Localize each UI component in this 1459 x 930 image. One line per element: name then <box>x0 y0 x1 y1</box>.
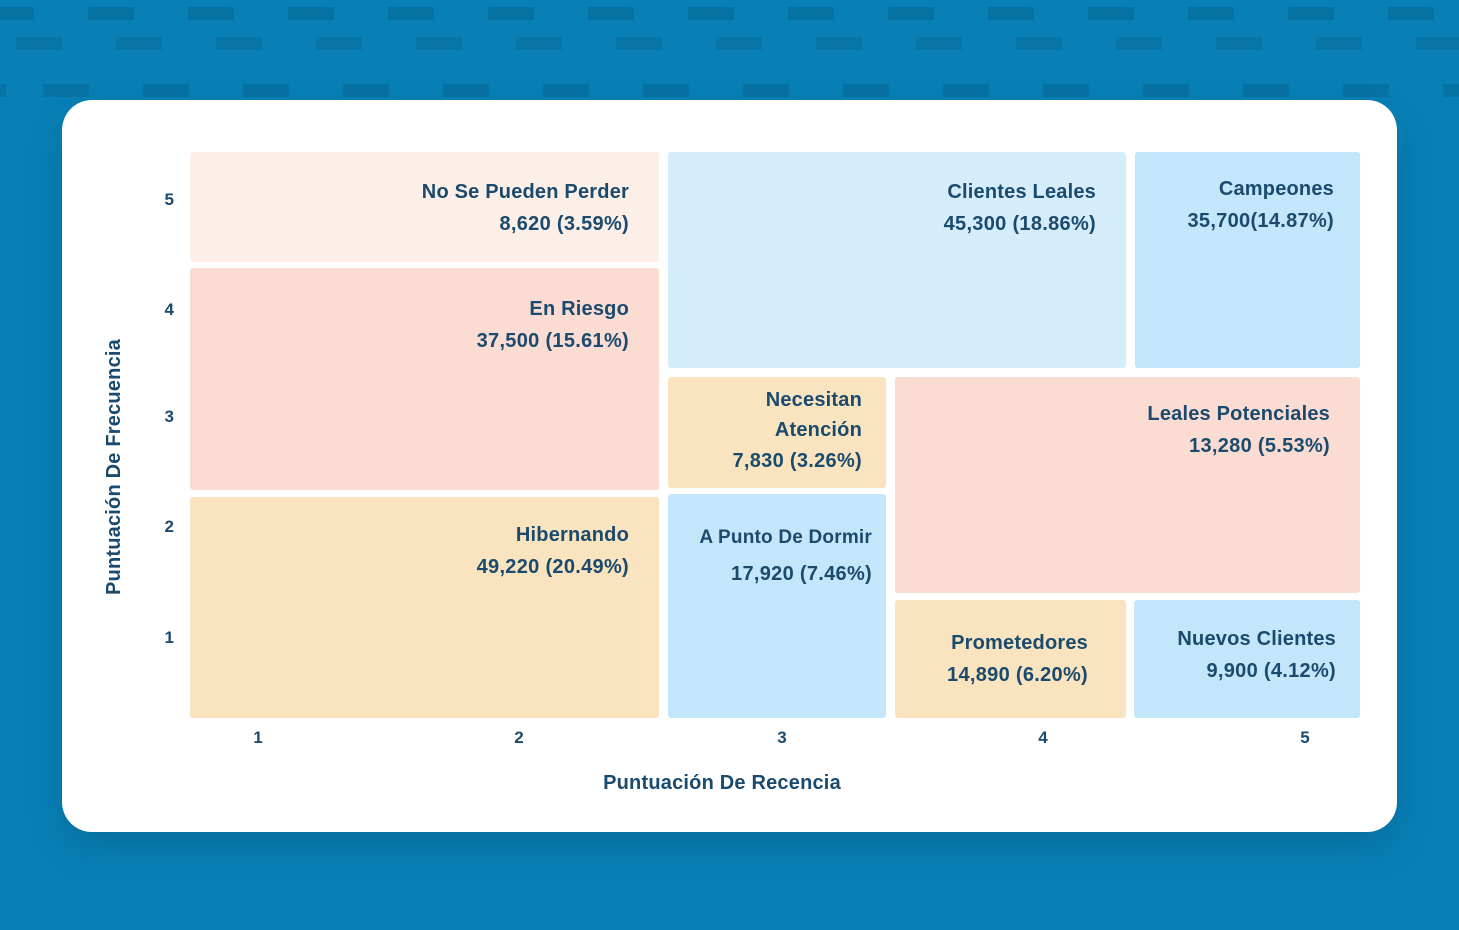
segment-en-riesgo: En Riesgo 37,500 (15.61%) <box>190 268 659 490</box>
segment-name: Campeones <box>1218 178 1334 200</box>
segment-name: Clientes Leales <box>947 181 1096 203</box>
segment-name: Prometedores <box>951 632 1088 654</box>
segment-stat: 17,920 (7.46%) <box>731 563 872 585</box>
segment-stat: 13,280 (5.53%) <box>1189 435 1330 457</box>
segment-stat: 8,620 (3.59%) <box>499 213 629 235</box>
x-tick-1: 1 <box>253 728 263 747</box>
segment-name: Leales Potenciales <box>1147 403 1330 425</box>
segment-stat: 45,300 (18.86%) <box>943 213 1096 235</box>
y-tick-4: 4 <box>164 300 174 319</box>
segment-stat: 14,890 (6.20%) <box>947 664 1088 686</box>
segment-leales-potenciales: Leales Potenciales 13,280 (5.53%) <box>895 377 1360 593</box>
segment-stat: 37,500 (15.61%) <box>476 330 629 352</box>
segment-a-punto-de-dormir: A Punto De Dormir 17,920 (7.46%) <box>668 494 886 718</box>
background-dash-pattern-row <box>0 37 1459 50</box>
y-tick-2: 2 <box>164 517 174 536</box>
segment-stat: 9,900 (4.12%) <box>1206 660 1336 682</box>
y-tick-3: 3 <box>164 407 174 426</box>
background-dash-pattern-row <box>0 7 1459 20</box>
segment-stat: 35,700(14.87%) <box>1187 210 1334 232</box>
segment-name: Hibernando <box>515 524 629 546</box>
chart-card: Puntuación De Frecuencia 5 4 3 2 1 No Se… <box>62 100 1397 832</box>
x-tick-2: 2 <box>514 728 524 747</box>
segment-name: No Se Pueden Perder <box>421 181 629 203</box>
segment-hibernando: Hibernando 49,220 (20.49%) <box>190 497 659 718</box>
segment-name: A Punto De Dormir <box>699 527 872 548</box>
segment-name: Necesitan Atención <box>765 389 862 441</box>
background-dash-pattern-row <box>0 84 1459 97</box>
segment-stat: 7,830 (3.26%) <box>732 450 862 472</box>
x-tick-4: 4 <box>1038 728 1048 747</box>
y-tick-1: 1 <box>164 628 174 647</box>
segment-nuevos-clientes: Nuevos Clientes 9,900 (4.12%) <box>1134 600 1360 718</box>
segment-stat: 49,220 (20.49%) <box>476 556 629 578</box>
segment-name: En Riesgo <box>529 298 629 320</box>
segment-no-se-pueden-perder: No Se Pueden Perder 8,620 (3.59%) <box>190 152 659 262</box>
y-axis-label: Puntuación De Frecuencia <box>102 339 125 595</box>
rfm-matrix-plot: Puntuación De Frecuencia 5 4 3 2 1 No Se… <box>103 152 1360 794</box>
y-tick-5: 5 <box>164 190 174 209</box>
segment-name: Nuevos Clientes <box>1177 628 1336 650</box>
x-tick-5: 5 <box>1300 728 1310 747</box>
segment-prometedores: Prometedores 14,890 (6.20%) <box>895 600 1126 718</box>
x-axis-label: Puntuación De Recencia <box>603 772 841 794</box>
segment-necesitan-atencion: Necesitan Atención 7,830 (3.26%) <box>668 377 886 488</box>
x-tick-3: 3 <box>777 728 787 747</box>
segment-clientes-leales: Clientes Leales 45,300 (18.86%) <box>668 152 1126 368</box>
segment-campeones: Campeones 35,700(14.87%) <box>1135 152 1360 368</box>
